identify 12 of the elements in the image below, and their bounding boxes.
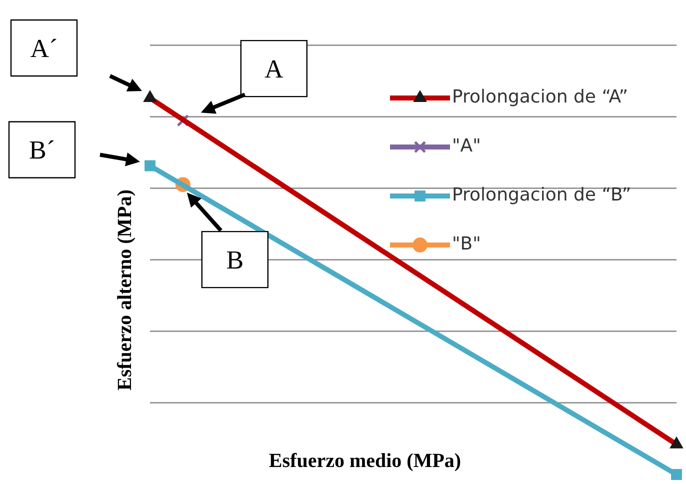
y-axis-title: Esfuerzo alterno (MPa)	[114, 189, 136, 391]
legend-label: "B"	[452, 234, 481, 255]
legend-label: Prolongacion de “B”	[452, 184, 632, 206]
legend-label: "A"	[452, 136, 481, 157]
point	[671, 469, 682, 480]
text: A´	[30, 34, 58, 63]
text: A	[264, 54, 284, 84]
legend-label: Prolongacion de “A”	[452, 86, 628, 108]
annotation: B	[226, 245, 244, 274]
x-axis-title: Esfuerzo medio (MPa)	[268, 450, 462, 472]
text: B´	[29, 136, 55, 165]
point	[144, 160, 156, 172]
